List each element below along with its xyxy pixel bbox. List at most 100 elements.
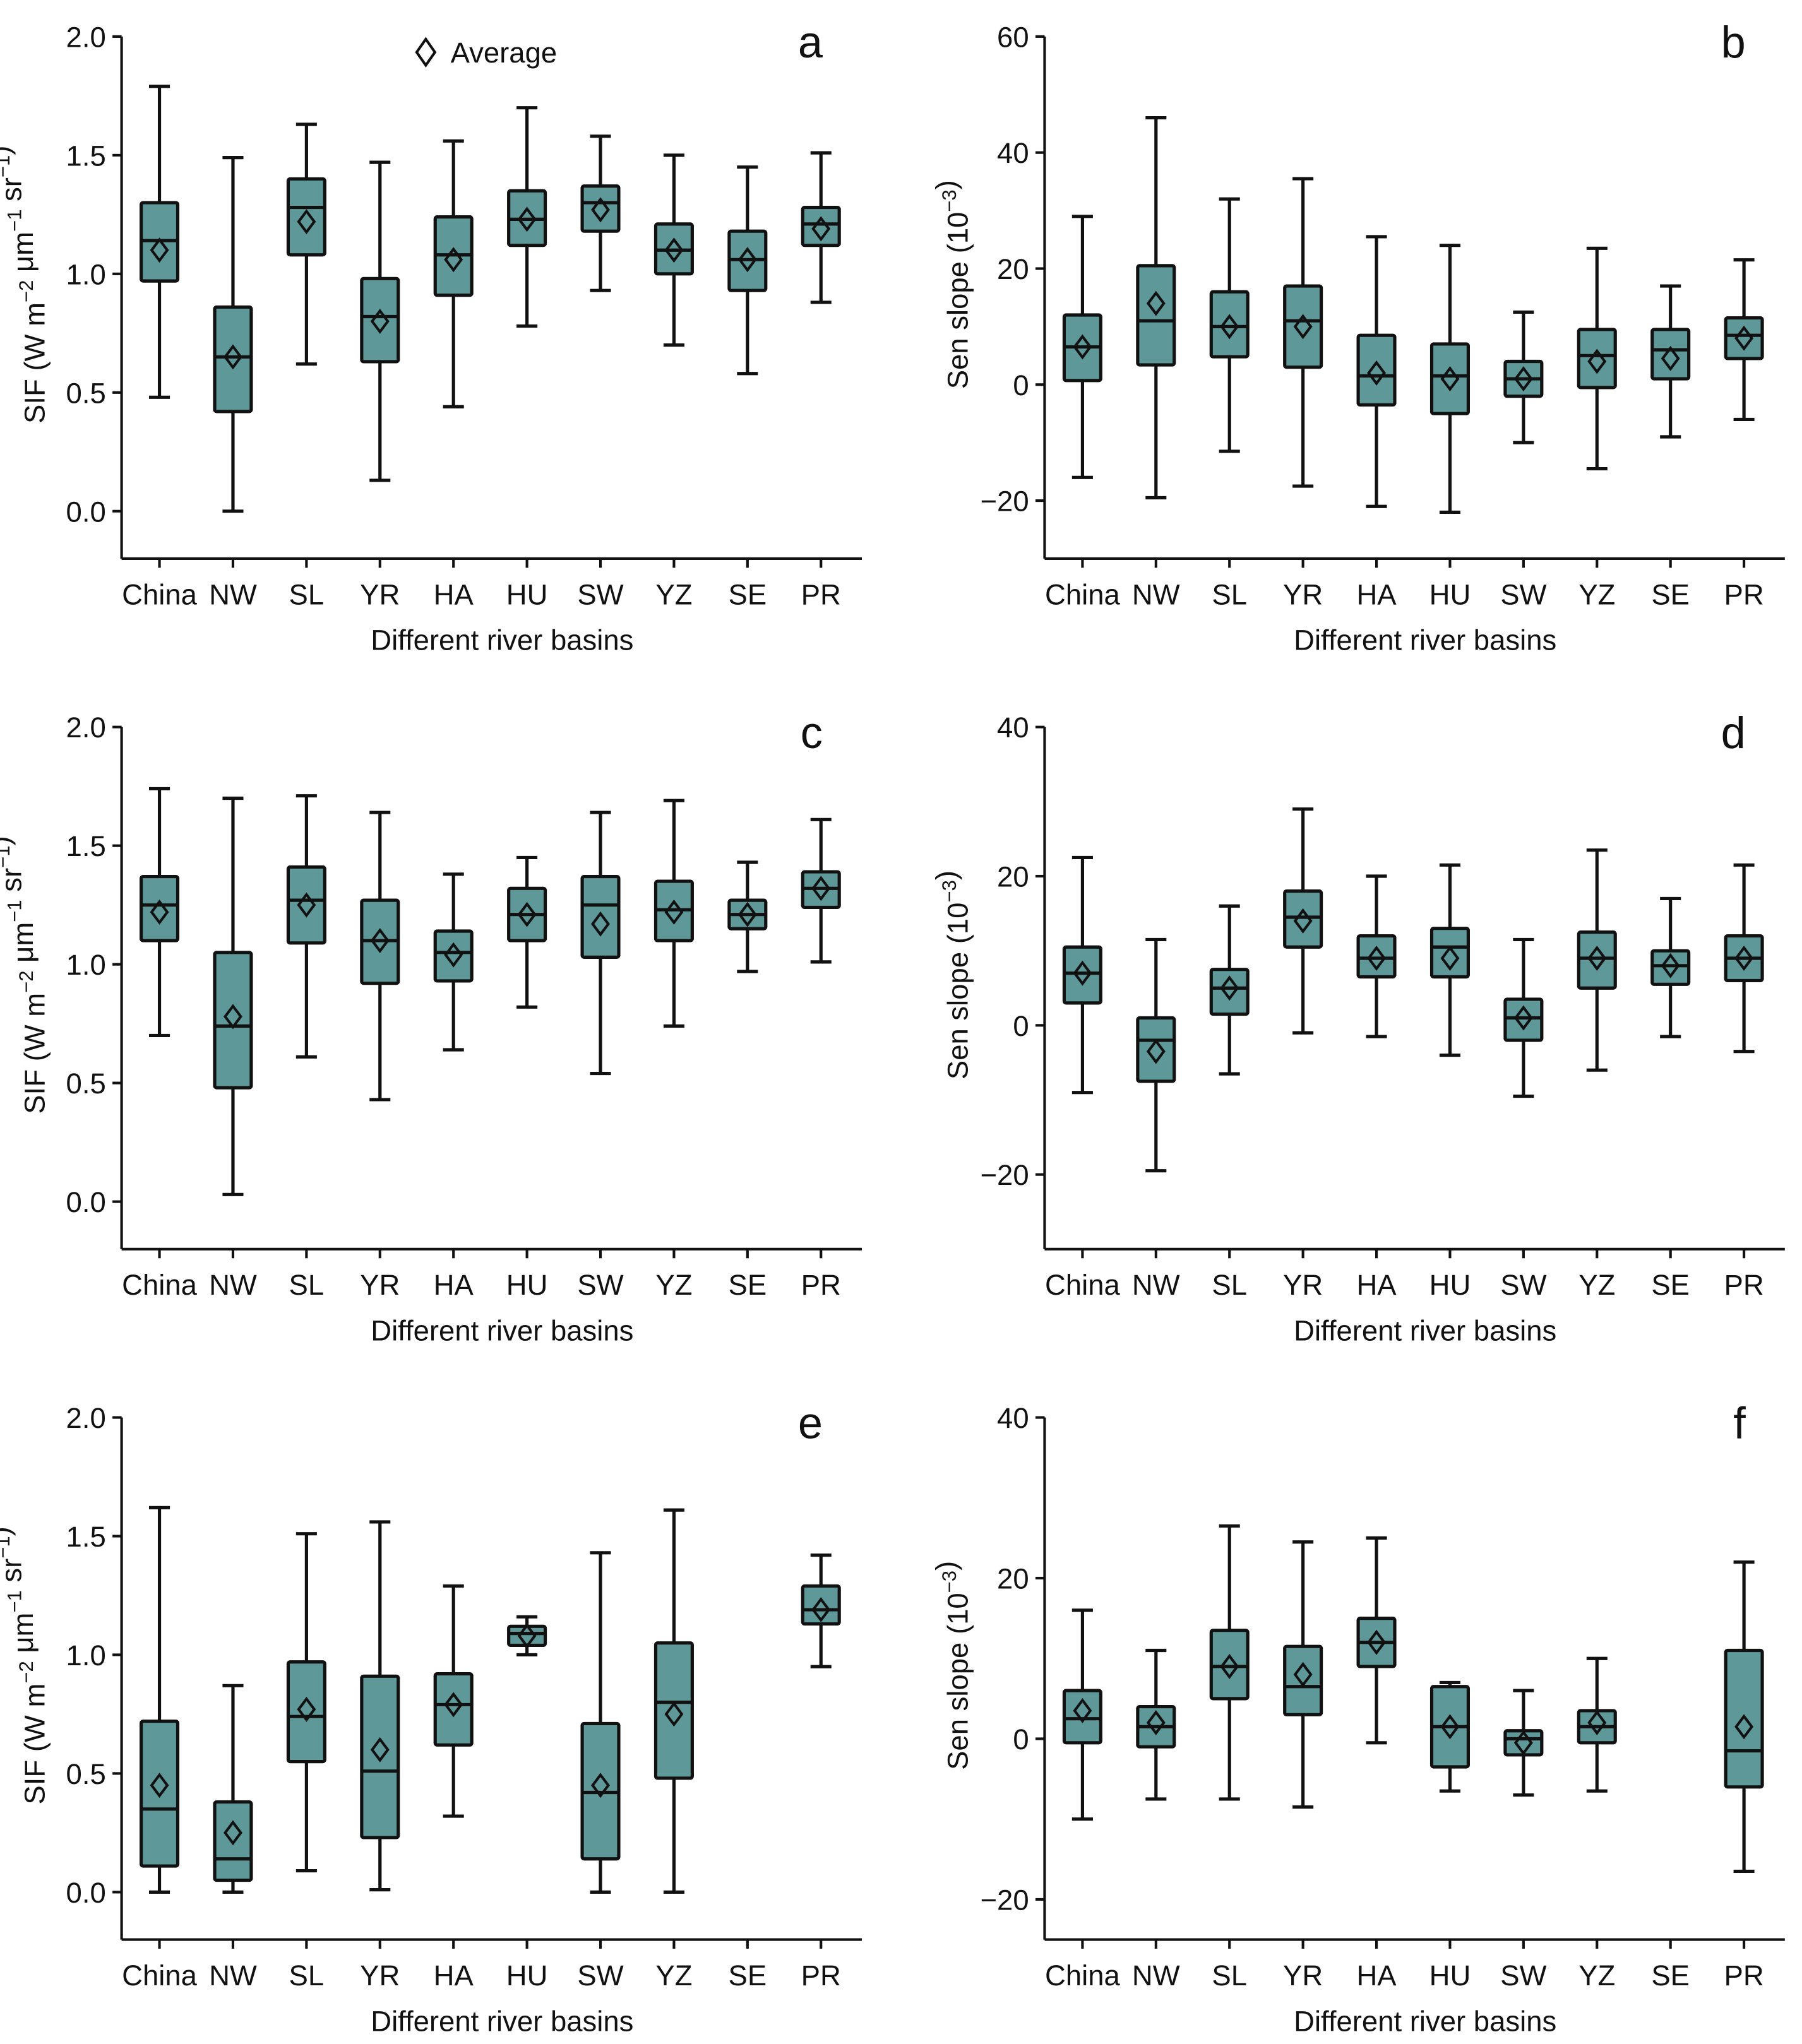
y-tick-label: 0	[1013, 369, 1029, 401]
y-axis-label: SIF (W m−2 μm−1 sr−1)	[0, 836, 51, 1114]
mean-marker	[297, 1696, 316, 1722]
panel-b: −20 0 20 40 60 China NW SL YR HA HU SW YZ SE PR Differe…	[930, 17, 1785, 657]
x-axis-label: Different river basins	[1294, 1315, 1556, 1347]
x-tick-label: China	[122, 1269, 198, 1301]
x-tick-label: YZ	[1578, 578, 1615, 610]
mean-marker	[1220, 975, 1239, 1001]
box-HA	[1356, 235, 1397, 508]
mean-marker	[1367, 945, 1387, 971]
box-iqr	[1062, 945, 1102, 1005]
box-PR	[1724, 863, 1764, 1054]
y-axis-label: SIF (W m−2 μm−1 sr−1)	[0, 1526, 51, 1804]
box-iqr	[653, 1641, 694, 1780]
box-SL	[1209, 197, 1250, 453]
box-iqr	[1724, 316, 1764, 360]
mean-marker	[1734, 325, 1754, 351]
box-iqr	[1356, 333, 1397, 407]
y-axis-label-part: SIF (W m	[19, 1684, 51, 1805]
x-tick-label: China	[122, 578, 198, 610]
mean-marker	[1513, 1005, 1533, 1031]
mean-marker	[1220, 314, 1239, 340]
box-iqr	[801, 205, 841, 247]
box-iqr	[801, 1584, 841, 1626]
mean-marker	[1587, 1710, 1607, 1736]
mean-marker	[1220, 1653, 1239, 1679]
x-tick-label: PR	[801, 578, 841, 610]
box-iqr	[213, 305, 253, 413]
x-tick-label: HU	[506, 1269, 548, 1301]
box-iqr	[1136, 1016, 1176, 1083]
box-HU	[507, 855, 547, 1009]
box-iqr	[140, 874, 180, 942]
mean-marker	[370, 928, 390, 954]
box-HU	[507, 106, 547, 328]
box-iqr	[360, 1674, 400, 1839]
y-axis-label-part: Sen slope (10	[941, 903, 974, 1080]
x-tick-label: PR	[801, 1269, 841, 1301]
panel-letter: d	[1721, 708, 1746, 758]
box-HU	[1429, 1680, 1470, 1793]
box-China	[1062, 215, 1102, 479]
box-iqr	[213, 951, 253, 1090]
y-axis-label-part: −3	[938, 189, 960, 211]
box-YR	[360, 811, 400, 1102]
mean-marker	[297, 209, 316, 235]
mean-marker	[664, 899, 684, 925]
box-SL	[1209, 904, 1250, 1076]
y-tick-label: 20	[997, 253, 1029, 285]
mean-marker	[1367, 360, 1387, 386]
mean-marker	[591, 911, 611, 937]
y-tick-label: 1.5	[66, 1521, 106, 1553]
panel-letter: c	[801, 708, 823, 758]
y-tick-label: 0.5	[66, 1758, 106, 1790]
mean-marker	[737, 901, 757, 927]
mean-marker	[1293, 314, 1313, 340]
x-tick-label: China	[1045, 1959, 1121, 1992]
x-tick-label: SL	[1212, 578, 1247, 610]
box-China	[140, 85, 180, 399]
mean-marker	[444, 247, 463, 273]
box-HU	[507, 1615, 547, 1657]
mean-marker	[1073, 334, 1092, 360]
x-tick-label: HA	[1356, 1269, 1397, 1301]
mean-marker	[1587, 945, 1607, 971]
box-SW	[580, 811, 621, 1076]
mean-marker	[1293, 1661, 1313, 1687]
box-SE	[727, 860, 768, 973]
x-tick-label: NW	[209, 578, 257, 610]
box-HA	[433, 872, 474, 1052]
x-tick-label: SW	[1500, 1959, 1546, 1992]
box-iqr	[580, 184, 621, 233]
box-SW	[580, 134, 621, 292]
y-axis-label-part: −1	[0, 1536, 14, 1558]
y-axis-label-part: sr	[0, 868, 27, 900]
mean-marker	[223, 344, 242, 370]
mean-marker	[370, 309, 390, 335]
x-tick-label: HU	[1429, 1959, 1471, 1992]
y-tick-label: 0.5	[66, 1067, 106, 1100]
legend: Average	[415, 37, 557, 69]
x-tick-label: YZ	[1578, 1959, 1615, 1992]
panel-d: −20 0 20 40 China NW SL YR HA HU SW YZ SE PR Different…	[930, 708, 1785, 1347]
y-tick-label: 60	[997, 21, 1029, 53]
mean-marker	[1146, 1710, 1166, 1736]
y-tick-label: 0.5	[66, 377, 106, 409]
y-axis-label-part: )	[930, 870, 962, 880]
x-tick-label: NW	[1132, 1959, 1180, 1992]
legend-diamond-icon	[415, 37, 437, 68]
box-YR	[360, 1520, 400, 1892]
mean-marker	[150, 899, 169, 925]
x-tick-label: YR	[360, 1959, 400, 1992]
x-tick-label: PR	[1724, 1269, 1764, 1301]
mean-marker	[517, 901, 537, 927]
y-tick-label: 0	[1013, 1010, 1029, 1042]
box-iqr	[1283, 1644, 1323, 1716]
y-axis-label-part: )	[930, 1561, 962, 1571]
box-SW	[580, 1551, 621, 1894]
mean-marker	[1367, 1629, 1387, 1655]
y-axis-label-part: )	[0, 146, 16, 155]
panel-letter: f	[1733, 1398, 1746, 1448]
panel-letter: e	[798, 1398, 823, 1448]
panel-letter: b	[1721, 17, 1746, 67]
x-tick-label: NW	[1132, 578, 1180, 610]
